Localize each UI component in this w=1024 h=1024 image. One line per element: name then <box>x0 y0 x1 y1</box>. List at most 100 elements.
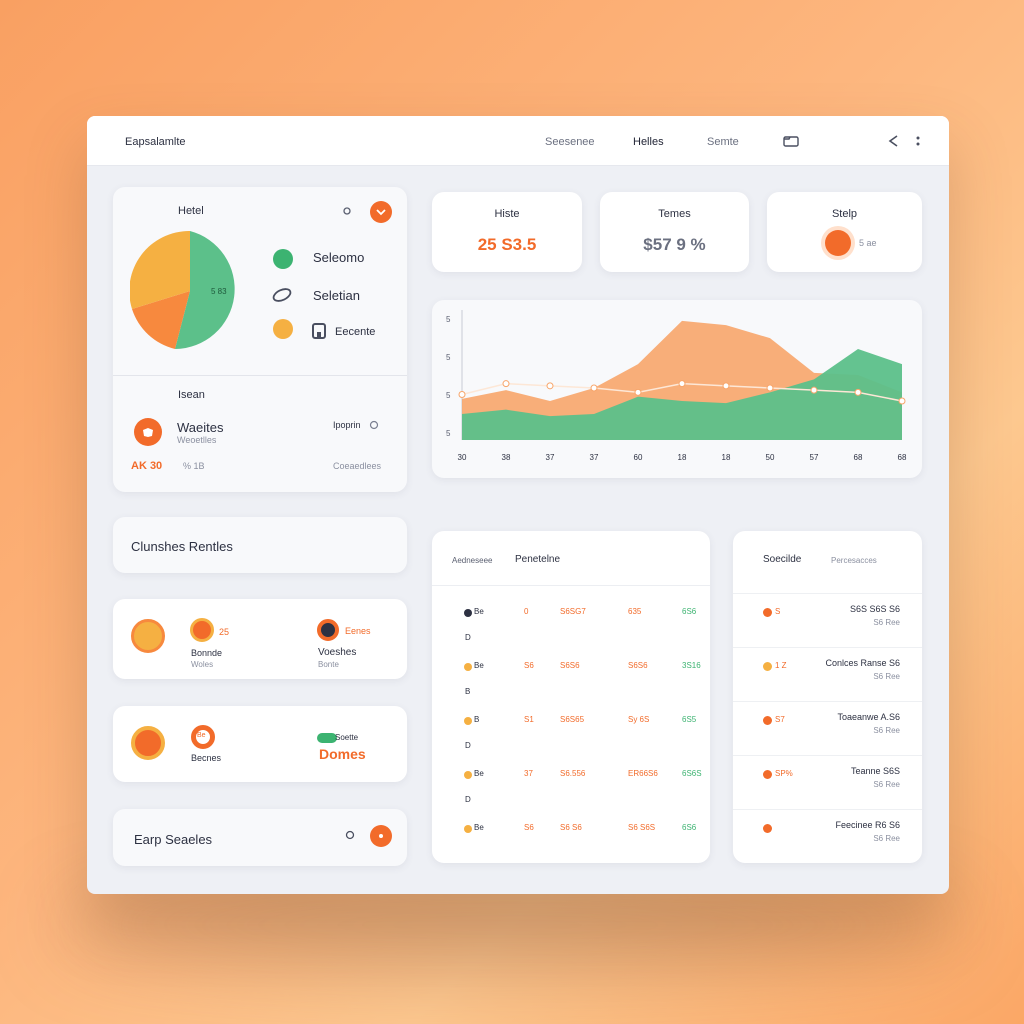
list-item-dot <box>763 662 772 671</box>
clients-panel[interactable]: Clunshes Rentles <box>113 517 407 573</box>
stat-card-2[interactable]: Temes $57 9 % <box>600 192 749 272</box>
list-header-1: Soecilde <box>763 554 802 565</box>
area-chart: 5 5 5 5 30 38 37 37 60 18 18 50 57 68 68 <box>446 310 907 462</box>
list-item[interactable]: Feecinee R6 S6 S6 Ree <box>733 809 922 863</box>
legend-label-1: Seleomo <box>313 250 365 265</box>
item-title[interactable]: Waeites <box>177 420 224 435</box>
table-cell: S6.556 <box>560 769 586 778</box>
mini2-avatar <box>131 726 165 760</box>
bottom-action-button[interactable] <box>370 825 392 847</box>
data-point <box>898 397 906 405</box>
table-header-2: Penetelne <box>515 554 561 565</box>
stat-badge <box>825 230 851 256</box>
summary-title: Hetel <box>178 205 204 217</box>
x-tick-label: 50 <box>766 453 775 462</box>
data-point <box>458 391 466 398</box>
mini1-right-dot <box>317 619 339 641</box>
list-item-title: Teanne S6S <box>850 766 900 776</box>
mini2-dot <box>191 725 215 749</box>
nav-item-1[interactable]: Seesenee <box>545 136 595 148</box>
stat-title-2: Temes <box>658 208 691 220</box>
x-tick-label: 68 <box>898 453 907 462</box>
list-item-tag: SP% <box>775 769 793 778</box>
list-item[interactable]: S S6S S6S S6 S6 Ree <box>733 593 922 647</box>
table-cell: Be <box>474 769 484 778</box>
row-sub-label: D <box>465 741 471 750</box>
row-sub-label: D <box>465 795 471 804</box>
more-icon[interactable] <box>913 134 923 148</box>
section-title: Isean <box>178 389 205 401</box>
mini-card-1[interactable]: 25 Bonnde Woles Eenes Voeshes Bonte <box>113 599 407 679</box>
data-point <box>722 382 730 390</box>
list-item[interactable]: S7 Toaeanwe A.S6 S6 Ree <box>733 701 922 755</box>
row-sub-label: B <box>465 687 471 696</box>
stat-value-1: 25 S3.5 <box>477 235 537 254</box>
y-tick-label: 5 <box>446 429 451 438</box>
list-item-tag: 1 Z <box>775 661 787 670</box>
mini2-pill <box>317 733 337 743</box>
bottom-title: Earp Seaeles <box>134 832 213 847</box>
table-cell: Be <box>474 607 484 616</box>
table-row[interactable]: B S1 S6S65 Sy 6S 6S5 D <box>432 711 710 761</box>
legend-dot-gold <box>273 319 293 339</box>
y-tick-label: 5 <box>446 315 451 324</box>
mini-card-2[interactable]: Be Becnes Soette Domes <box>113 706 407 782</box>
y-tick-label: 5 <box>446 391 451 400</box>
pin-icon[interactable] <box>344 830 356 842</box>
table-cell: S6 <box>524 823 534 832</box>
list-item[interactable]: 1 Z Conlces Ranse S6 S6 Ree <box>733 647 922 701</box>
stat-title-1: Histe <box>494 208 520 220</box>
list-item-sub: S6 Ree <box>873 834 900 843</box>
list-item-title: Conlces Ranse S6 <box>825 658 900 668</box>
stat-left: AK 30 <box>131 460 163 472</box>
list-item[interactable]: SP% Teanne S6S S6 Ree <box>733 755 922 809</box>
device-icon <box>312 323 326 339</box>
table-row[interactable]: Be S6 S6S6 S6S6 3S16 B <box>432 657 710 707</box>
nav-item-2[interactable]: Helles <box>633 136 664 148</box>
mini1-left-title: Bonnde <box>191 648 223 658</box>
chevron-down-icon <box>376 209 386 216</box>
list-item-title: Toaeanwe A.S6 <box>837 712 900 722</box>
x-tick-label: 37 <box>546 453 555 462</box>
row-status-dot <box>464 717 472 725</box>
bottom-panel[interactable]: Earp Seaeles <box>113 809 407 866</box>
table-cell: ER66S6 <box>628 769 658 778</box>
mini1-left-badge: 25 <box>219 627 230 637</box>
table-cell: Be <box>474 823 484 832</box>
data-point <box>810 386 818 394</box>
list-item-sub: S6 Ree <box>873 672 900 681</box>
mini1-left-sub: Woles <box>191 660 214 669</box>
table-cell: 635 <box>628 607 642 616</box>
divider <box>113 375 407 376</box>
top-bar: Eapsalamlte Seesenee Helles Semte <box>87 116 949 166</box>
folder-icon[interactable] <box>783 134 799 148</box>
table-row[interactable]: Be S6 S6 S6 S6 S6S 6S6 <box>432 819 710 869</box>
row-sub-label: D <box>465 633 471 642</box>
stat-mid: % 1B <box>183 461 205 471</box>
data-point <box>766 384 774 392</box>
info-icon[interactable] <box>369 420 379 430</box>
mini2-pill-label: Soette <box>335 733 359 742</box>
stat-value-3: 5 ae <box>859 238 877 248</box>
stat-card-1[interactable]: Histe 25 S3.5 <box>432 192 582 272</box>
list-item-sub: S6 Ree <box>873 780 900 789</box>
share-icon[interactable] <box>885 134 901 148</box>
mini1-avatar <box>131 619 165 653</box>
list-card: Soecilde Percesacces S S6S S6S S6 S6 Ree 1 … <box>733 531 922 863</box>
target-icon[interactable] <box>342 206 352 216</box>
summary-card: Hetel 5 83 Seleomo Seletian Eecente Isea… <box>113 187 407 492</box>
table-cell: S6 S6 <box>560 823 582 832</box>
mini2-value: Domes <box>319 746 366 762</box>
x-tick-label: 68 <box>854 453 863 462</box>
list-item-dot <box>763 608 772 617</box>
stat-card-3[interactable]: Stelp 5 ae <box>767 192 922 272</box>
row-status-dot <box>464 609 472 617</box>
table-row[interactable]: Be 37 S6.556 ER66S6 6S6S D <box>432 765 710 815</box>
list-item-title: S6S S6S S6 <box>849 604 900 614</box>
table-header-1: Aedneseee <box>452 556 493 565</box>
nav-item-3[interactable]: Semte <box>707 136 739 148</box>
expand-button[interactable] <box>370 201 392 223</box>
data-point <box>854 388 862 396</box>
table-row[interactable]: Be 0 S6SG7 635 6S6 D <box>432 603 710 653</box>
mini1-right-badge: Eenes <box>345 626 371 636</box>
